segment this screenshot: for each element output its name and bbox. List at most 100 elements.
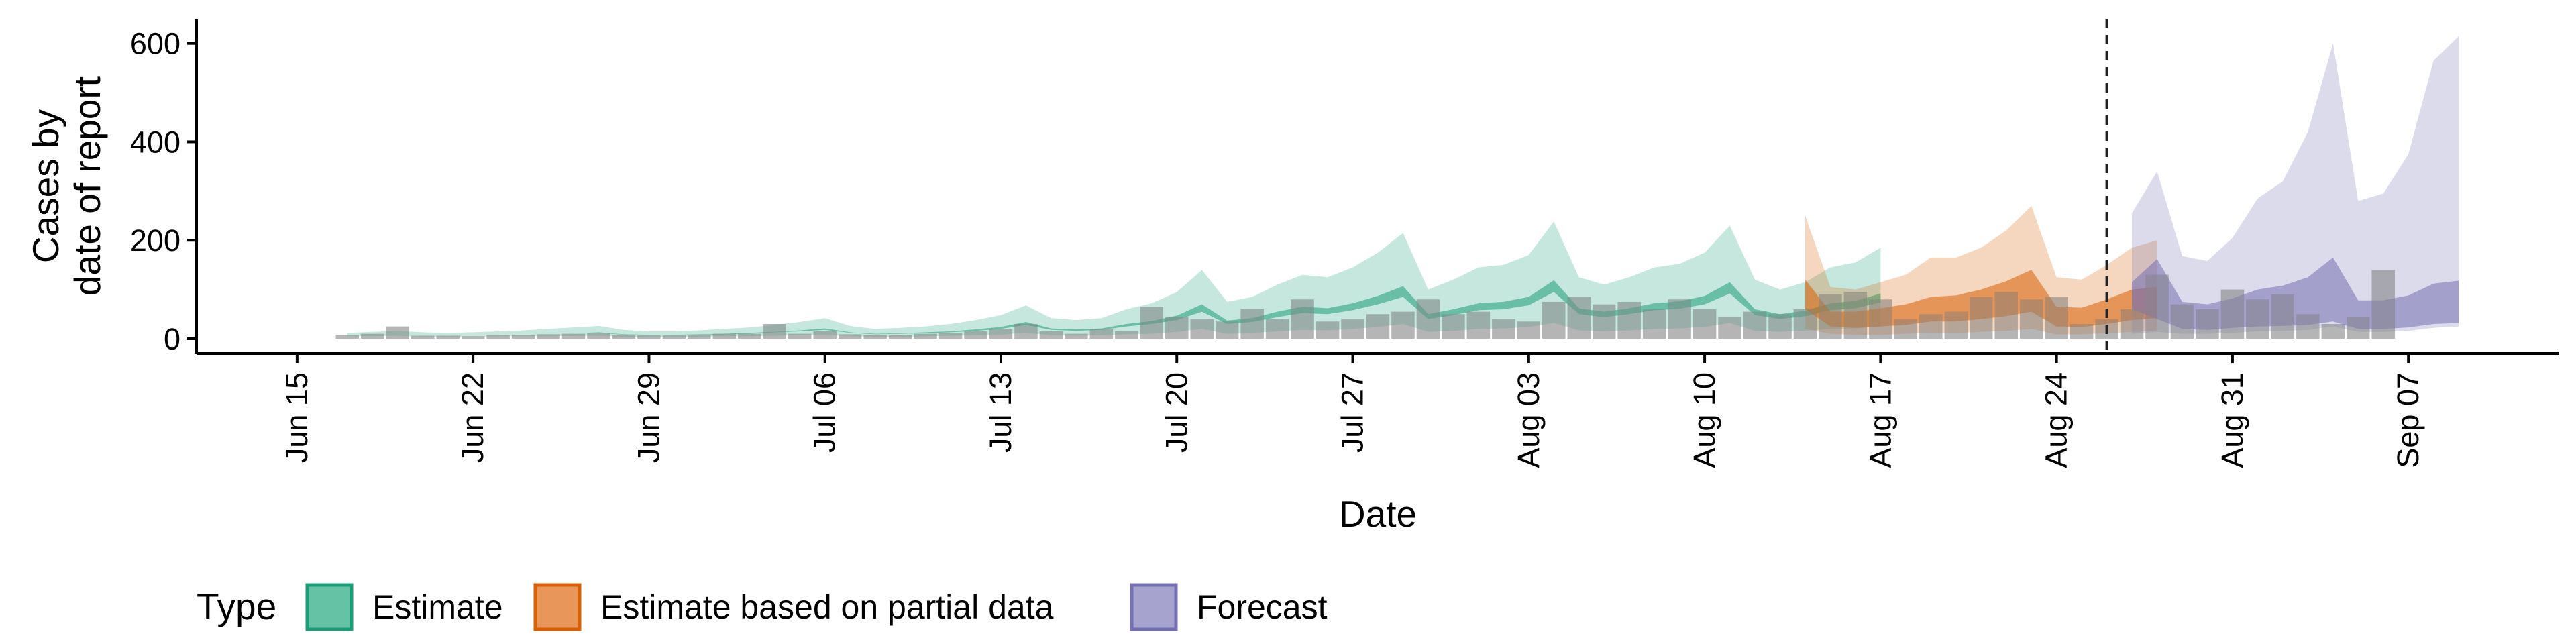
reported-case-bar-overlay xyxy=(1341,319,1364,339)
reported-case-bar-overlay xyxy=(1894,319,1918,339)
reported-case-bar xyxy=(1517,321,1541,339)
reported-case-bar xyxy=(1316,321,1340,339)
reported-case-bar xyxy=(662,335,686,339)
x-tick-label: Aug 17 xyxy=(1863,372,1897,468)
reported-case-bar-overlay xyxy=(411,335,435,339)
reported-case-bar-overlay xyxy=(335,335,360,339)
reported-case-bar xyxy=(361,333,384,339)
partial-ribbon-50 xyxy=(1805,270,2157,328)
reported-case-bar-overlay xyxy=(989,329,1013,339)
reported-case-bar-overlay xyxy=(712,333,737,339)
reported-case-bar xyxy=(1542,301,1566,339)
reported-case-bar xyxy=(1065,333,1088,339)
axes: 0 200 400 600 Jun 15 Jun 22 Jun 29 Jul 06 Jul 13… xyxy=(130,19,2559,468)
legend-label: Estimate xyxy=(372,588,503,626)
reported-case-bar xyxy=(1190,319,1214,339)
reported-cases-bars-overlay xyxy=(335,270,2395,339)
reported-case-bar-overlay xyxy=(1768,314,1792,339)
reported-case-bar-overlay xyxy=(1466,311,1491,339)
reported-case-bar-overlay xyxy=(1039,331,1063,339)
reported-case-bar-overlay xyxy=(2120,309,2144,339)
reported-case-bar-overlay xyxy=(486,335,510,339)
legend-swatch xyxy=(305,583,354,631)
forecast-ribbon-90 xyxy=(2132,36,2459,334)
reported-case-bar-overlay xyxy=(1215,321,1239,339)
reported-case-bar-overlay xyxy=(2145,274,2169,339)
estimate-ribbons xyxy=(347,36,2459,337)
reported-case-bar-overlay xyxy=(738,333,761,339)
reported-case-bar-overlay xyxy=(1592,304,1616,339)
reported-case-bar-overlay xyxy=(763,323,787,339)
x-tick-label: Jun 22 xyxy=(455,372,490,463)
reported-case-bar-overlay xyxy=(2371,270,2395,339)
reported-case-bar-overlay xyxy=(561,333,586,339)
reported-case-bar xyxy=(1341,319,1364,339)
reported-case-bar xyxy=(1718,316,1741,339)
reported-case-bar-overlay xyxy=(1693,309,1717,339)
reported-case-bar-overlay xyxy=(788,333,812,339)
reported-case-bar xyxy=(436,335,460,339)
x-axis-title: Date xyxy=(1339,493,1417,535)
x-tick-label: Aug 24 xyxy=(2039,372,2074,468)
legend-label: Forecast xyxy=(1197,588,1328,626)
reported-case-bar-overlay xyxy=(1743,311,1767,339)
reported-case-bar xyxy=(712,333,737,339)
y-tick-label: 600 xyxy=(130,27,180,61)
reported-case-bar-overlay xyxy=(888,335,912,339)
reported-case-bar-overlay xyxy=(1240,309,1264,339)
reported-case-bar-overlay xyxy=(838,334,862,339)
reported-case-bar xyxy=(1115,331,1138,339)
reported-case-bar-overlay xyxy=(1492,319,1515,339)
reported-case-bar xyxy=(461,336,485,339)
partial-ribbon-90 xyxy=(1805,205,2157,335)
y-axis-title: Cases bydate of report xyxy=(25,76,108,296)
reported-case-bar xyxy=(1366,314,1390,339)
estimate-ribbon-50 xyxy=(347,280,1881,335)
reported-case-bar-overlay xyxy=(361,333,384,339)
reported-case-bar-overlay xyxy=(537,334,560,339)
reported-case-bar-overlay xyxy=(2196,309,2219,339)
x-tick-label: Jul 20 xyxy=(1159,372,1193,453)
reported-case-bar-overlay xyxy=(2246,299,2269,339)
reported-case-bar xyxy=(1215,321,1239,339)
reported-case-bar-overlay xyxy=(1869,299,1892,339)
reported-case-bar xyxy=(813,331,837,339)
reported-case-bar-overlay xyxy=(1793,309,1817,339)
reported-case-bar xyxy=(1089,329,1114,339)
reported-case-bar xyxy=(335,335,360,339)
reported-case-bar xyxy=(914,333,937,339)
reported-case-bar xyxy=(1014,323,1038,339)
reported-case-bar-overlay xyxy=(612,335,636,339)
reported-case-bar xyxy=(2321,323,2345,339)
reported-case-bar-overlay xyxy=(587,333,610,339)
reported-case-bar-overlay xyxy=(436,335,460,339)
reported-case-bar-overlay xyxy=(1843,292,1868,339)
reported-case-bar xyxy=(637,335,661,339)
reported-case-bar-overlay xyxy=(1944,311,1968,339)
reported-case-bar-overlay xyxy=(2321,323,2345,339)
legend: Type Estimate Estimate based on partial da… xyxy=(197,583,1328,631)
reported-case-bar-overlay xyxy=(1416,299,1440,339)
reported-case-bar-overlay xyxy=(2170,304,2194,339)
y-axis-title-line: date of report xyxy=(66,76,108,296)
reported-case-bar-overlay xyxy=(1316,321,1340,339)
reported-case-bar xyxy=(1240,309,1264,339)
reported-case-bar-overlay xyxy=(688,335,711,339)
reported-case-bar-overlay xyxy=(2045,297,2068,339)
reported-case-bar xyxy=(411,335,435,339)
reported-case-bar xyxy=(863,335,887,339)
reported-case-bar-overlay xyxy=(2019,299,2043,339)
reported-case-bar-overlay xyxy=(1819,294,1842,339)
reported-case-bar xyxy=(561,333,586,339)
reported-case-bar xyxy=(1265,319,1289,339)
forecast-ribbon-50 xyxy=(2132,257,2459,330)
reported-case-bar xyxy=(511,335,535,339)
reported-case-bar xyxy=(1693,309,1717,339)
reported-case-bar-overlay xyxy=(1542,301,1566,339)
x-tick-label: Jul 06 xyxy=(808,372,842,453)
reported-case-bar xyxy=(2070,323,2094,339)
reported-case-bar-overlay xyxy=(1089,329,1114,339)
y-tick-label: 400 xyxy=(130,125,180,159)
reported-case-bar-overlay xyxy=(813,331,837,339)
reported-case-bar xyxy=(688,335,711,339)
